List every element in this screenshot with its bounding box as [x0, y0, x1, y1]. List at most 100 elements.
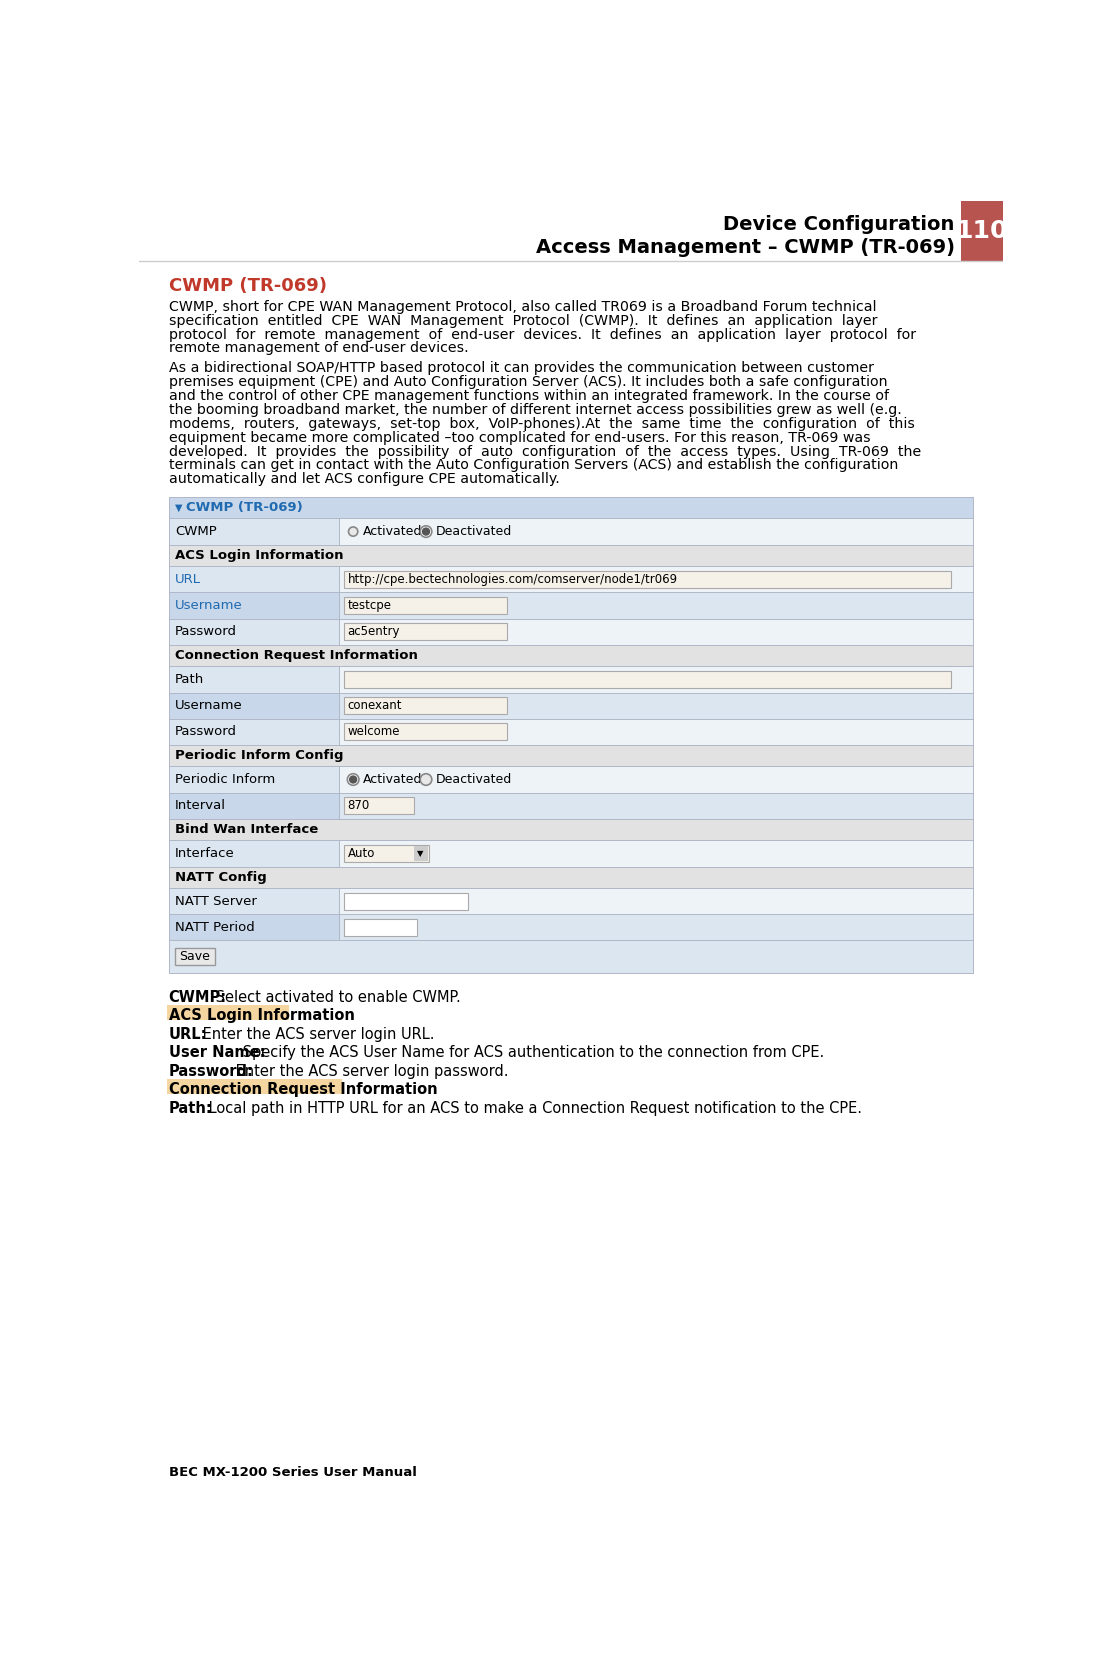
- Text: CWMP (TR-069): CWMP (TR-069): [168, 277, 326, 295]
- Text: Auto: Auto: [348, 847, 375, 860]
- Text: Deactivated: Deactivated: [436, 773, 512, 787]
- Bar: [168, 496, 974, 518]
- Bar: [168, 567, 974, 592]
- Text: welcome: welcome: [348, 724, 400, 738]
- Text: Enter the ACS server login URL.: Enter the ACS server login URL.: [198, 1026, 434, 1041]
- Text: 110: 110: [956, 220, 1008, 243]
- Bar: [168, 644, 974, 666]
- Text: 870: 870: [348, 800, 370, 812]
- Text: URL: URL: [175, 574, 201, 585]
- Text: As a bidirectional SOAP/HTTP based protocol it can provides the communication be: As a bidirectional SOAP/HTTP based proto…: [168, 362, 873, 376]
- Bar: [168, 592, 974, 619]
- Circle shape: [420, 527, 432, 537]
- Bar: [168, 793, 339, 818]
- Bar: [168, 545, 974, 567]
- Bar: [168, 693, 974, 719]
- Bar: [168, 840, 339, 867]
- Text: Periodic Inform Config: Periodic Inform Config: [175, 750, 343, 761]
- Text: Device Configuration: Device Configuration: [723, 215, 955, 235]
- Bar: [168, 666, 339, 693]
- Text: NATT Period: NATT Period: [175, 921, 255, 934]
- Bar: [344, 919, 418, 936]
- Text: ACS Login Information: ACS Login Information: [175, 548, 343, 562]
- Text: the booming broadband market, the number of different internet access possibilit: the booming broadband market, the number…: [168, 402, 901, 418]
- Text: NATT Server: NATT Server: [175, 894, 256, 907]
- Bar: [168, 745, 974, 766]
- Text: CWMP (TR-069): CWMP (TR-069): [186, 501, 303, 515]
- Text: Periodic Inform: Periodic Inform: [175, 773, 275, 787]
- Bar: [344, 570, 950, 587]
- Bar: [344, 698, 507, 714]
- Bar: [139, 201, 1003, 262]
- Bar: [344, 723, 507, 740]
- Text: ac5entry: ac5entry: [348, 626, 400, 639]
- Bar: [168, 666, 974, 693]
- Bar: [168, 889, 974, 914]
- Bar: [344, 892, 468, 909]
- Text: CWMP: CWMP: [175, 525, 216, 538]
- Text: Activated: Activated: [362, 773, 422, 787]
- Text: ACS Login Information: ACS Login Information: [168, 1008, 354, 1023]
- Text: terminals can get in contact with the Auto Configuration Servers (ACS) and estab: terminals can get in contact with the Au…: [168, 458, 898, 473]
- Text: BEC MX-1200 Series User Manual: BEC MX-1200 Series User Manual: [168, 1466, 417, 1479]
- Bar: [344, 597, 507, 614]
- Bar: [168, 518, 974, 545]
- Text: http://cpe.bectechnologies.com/comserver/node1/tr069: http://cpe.bectechnologies.com/comserver…: [348, 574, 677, 585]
- Text: NATT Config: NATT Config: [175, 870, 266, 884]
- Text: Path:: Path:: [168, 1100, 213, 1115]
- Text: Interval: Interval: [175, 800, 226, 812]
- Text: Activated: Activated: [362, 525, 422, 538]
- Bar: [960, 201, 1003, 262]
- Bar: [168, 914, 339, 941]
- Bar: [344, 797, 413, 813]
- Bar: [344, 671, 950, 688]
- Text: Enter the ACS server login password.: Enter the ACS server login password.: [231, 1063, 508, 1078]
- Bar: [168, 889, 339, 914]
- Text: and the control of other CPE management functions within an integrated framework: and the control of other CPE management …: [168, 389, 889, 402]
- Text: Password:: Password:: [168, 1063, 254, 1078]
- Circle shape: [349, 527, 358, 537]
- Text: URL:: URL:: [168, 1026, 207, 1041]
- Text: testcpe: testcpe: [348, 599, 392, 612]
- Text: Password: Password: [175, 626, 237, 639]
- Bar: [168, 719, 974, 745]
- Text: Username: Username: [175, 599, 243, 612]
- Text: Connection Request Information: Connection Request Information: [168, 1082, 438, 1097]
- Text: Local path in HTTP URL for an ACS to make a Connection Request notification to t: Local path in HTTP URL for an ACS to mak…: [204, 1100, 861, 1115]
- Text: equipment became more complicated –too complicated for end-users. For this reaso: equipment became more complicated –too c…: [168, 431, 870, 444]
- Text: conexant: conexant: [348, 699, 402, 713]
- Bar: [168, 914, 974, 941]
- Text: Password: Password: [175, 724, 237, 738]
- Bar: [413, 845, 428, 860]
- Circle shape: [350, 776, 356, 783]
- Bar: [168, 793, 974, 818]
- Text: Bind Wan Interface: Bind Wan Interface: [175, 823, 319, 837]
- Text: CWMP:: CWMP:: [168, 989, 227, 1005]
- Bar: [167, 1078, 342, 1093]
- Text: Username: Username: [175, 699, 243, 713]
- Circle shape: [348, 773, 359, 785]
- Bar: [168, 766, 339, 793]
- Bar: [167, 1005, 290, 1020]
- Bar: [168, 941, 974, 973]
- Text: CWMP, short for CPE WAN Management Protocol, also called TR069 is a Broadband Fo: CWMP, short for CPE WAN Management Proto…: [168, 300, 877, 314]
- Circle shape: [422, 528, 430, 535]
- Circle shape: [420, 773, 432, 785]
- Text: Select activated to enable CWMP.: Select activated to enable CWMP.: [212, 989, 461, 1005]
- Text: ▼: ▼: [418, 849, 423, 859]
- Text: Access Management – CWMP (TR-069): Access Management – CWMP (TR-069): [536, 238, 955, 257]
- Bar: [168, 518, 339, 545]
- Text: Connection Request Information: Connection Request Information: [175, 649, 418, 662]
- Bar: [168, 567, 339, 592]
- Text: Path: Path: [175, 672, 204, 686]
- Text: protocol  for  remote  management  of  end-user  devices.  It  defines  an  appl: protocol for remote management of end-us…: [168, 327, 916, 342]
- Text: premises equipment (CPE) and Auto Configuration Server (ACS). It includes both a: premises equipment (CPE) and Auto Config…: [168, 376, 888, 389]
- Text: remote management of end-user devices.: remote management of end-user devices.: [168, 342, 468, 356]
- Bar: [168, 719, 339, 745]
- Text: automatically and let ACS configure CPE automatically.: automatically and let ACS configure CPE …: [168, 473, 559, 486]
- Text: specification  entitled  CPE  WAN  Management  Protocol  (CWMP).  It  defines  a: specification entitled CPE WAN Managemen…: [168, 314, 877, 327]
- Bar: [168, 840, 974, 867]
- Bar: [168, 766, 974, 793]
- Bar: [168, 592, 339, 619]
- Text: developed.  It  provides  the  possibility  of  auto  configuration  of  the  ac: developed. It provides the possibility o…: [168, 444, 921, 458]
